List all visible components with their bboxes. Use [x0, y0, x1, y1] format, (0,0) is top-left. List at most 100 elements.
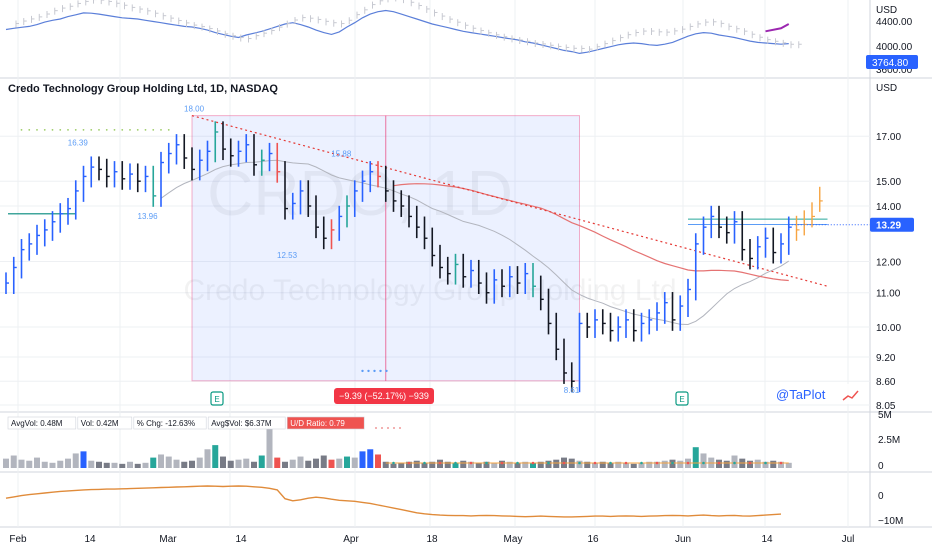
price-bar: [384, 165, 389, 202]
volume-bar: [499, 460, 505, 468]
volume-signal-dot: [438, 461, 442, 465]
volume-panel: [3, 420, 792, 468]
volume-bar: [475, 462, 482, 468]
price-bar: [214, 121, 219, 163]
comparison-ghost-bar: [85, 0, 89, 6]
volume-bar: [328, 459, 335, 468]
volume-bar: [196, 457, 203, 468]
comparison-ghost-bar: [527, 38, 531, 46]
volume-signal-dot: [469, 461, 473, 465]
signal-dot: [43, 129, 46, 131]
price-bar: [167, 142, 172, 174]
comparison-ghost-bar: [341, 20, 345, 28]
price-axis-tick: 15.00: [876, 177, 901, 188]
volume-bar: [227, 460, 234, 468]
volume-bar: [289, 459, 296, 468]
volume-bar: [336, 458, 343, 468]
price-bar: [756, 236, 761, 270]
volume-bar: [266, 420, 273, 468]
price-bar: [229, 138, 234, 167]
volume-bar: [754, 459, 761, 468]
comparison-ghost-bar: [651, 28, 655, 36]
comparison-ghost-bar: [325, 18, 329, 26]
moving-average-20: [160, 159, 790, 326]
comparison-ghost-bar: [441, 13, 446, 21]
comparison-ghost-bar: [403, 0, 404, 4]
price-bar: [671, 292, 676, 331]
comparison-ghost-bar: [542, 40, 546, 48]
price-bar: [570, 362, 575, 393]
comparison-ghost-bar: [782, 39, 787, 47]
comparison-ghost-bar: [565, 44, 570, 52]
watermark-symbol: CRDO, 1D: [207, 157, 513, 229]
comparison-ghost-bar: [263, 30, 267, 38]
signal-dot: [90, 129, 93, 131]
volume-bar: [96, 461, 102, 468]
earnings-marker[interactable]: E: [675, 391, 689, 406]
time-axis[interactable]: Feb 14 Mar 14 Apr 18 May 16 Jun 14 Jul: [9, 534, 854, 545]
volume-bar: [599, 461, 606, 468]
comparison-ghost-bar: [573, 45, 577, 53]
brand-chart-icon: [842, 390, 859, 401]
time-axis-label: 14: [761, 534, 773, 545]
volume-bar: [18, 459, 25, 468]
volume-bar: [460, 460, 467, 468]
comparison-ghost-bar: [635, 29, 639, 37]
comparison-ghost-bar: [534, 40, 539, 48]
signal-dot: [59, 129, 62, 131]
price-bar: [454, 253, 459, 285]
comparison-ghost-bar: [550, 42, 554, 50]
price-bar: [687, 278, 691, 317]
volume-signal-dot: [375, 427, 377, 429]
comparison-ghost-bar: [767, 36, 771, 44]
price-bar: [648, 309, 653, 335]
volume-signal-dot: [609, 461, 612, 465]
price-axis-unit: USD: [876, 83, 897, 94]
volume-bar: [700, 453, 707, 468]
volume-bar: [173, 459, 180, 468]
price-bar: [237, 140, 242, 167]
volume-signal-dot: [655, 461, 659, 465]
price-axis-tick: 17.00: [876, 132, 901, 143]
current-price-badge[interactable]: [870, 217, 914, 232]
volume-bar: [398, 462, 405, 468]
price-axis-tick: 11.00: [876, 289, 901, 300]
volume-bar: [274, 457, 281, 468]
price-bar: [245, 134, 250, 163]
comparison-ghost-bar: [108, 0, 112, 6]
comparison-ghost-bar: [279, 24, 283, 32]
price-bar: [578, 312, 583, 393]
price-bar: [470, 259, 474, 288]
price-bar: [400, 190, 405, 217]
signal-dot: [373, 369, 376, 373]
volume-bar: [770, 460, 777, 468]
brand-label: @TaPlot: [776, 387, 826, 402]
volume-signal-dot: [702, 461, 705, 465]
price-bar: [377, 161, 381, 188]
signal-dot: [385, 369, 388, 373]
earnings-marker[interactable]: E: [210, 391, 224, 406]
comparison-ghost-bar: [31, 15, 35, 23]
volume-bar: [235, 459, 242, 468]
measure-result-text: −9.39 (−52.17%) −939: [339, 391, 429, 401]
price-bar: [702, 216, 707, 255]
volume-bar: [10, 455, 17, 468]
comparison-ghost-bar: [751, 31, 756, 39]
price-bar: [198, 149, 203, 181]
volume-stat: U/D Ratio: 0.79: [286, 416, 365, 430]
volume-stat: AvgVol: 0.48M: [7, 416, 77, 430]
time-axis-label: May: [504, 534, 523, 545]
watermark-name: Credo Technology Group Holding Ltd: [183, 274, 676, 307]
volume-stat: Vol: 0.42M: [77, 416, 133, 430]
price-bar: [725, 216, 730, 244]
comparison-ghost-bar: [100, 0, 105, 5]
volume-bar: [204, 449, 211, 468]
price-bar: [586, 312, 591, 338]
price-bar: [338, 205, 343, 241]
measure-result-badge[interactable]: [334, 388, 434, 404]
signal-dot: [379, 369, 382, 373]
comparison-ghost-bar: [775, 38, 779, 46]
volume-signal-dot: [733, 461, 736, 465]
volume-bar: [778, 461, 784, 468]
